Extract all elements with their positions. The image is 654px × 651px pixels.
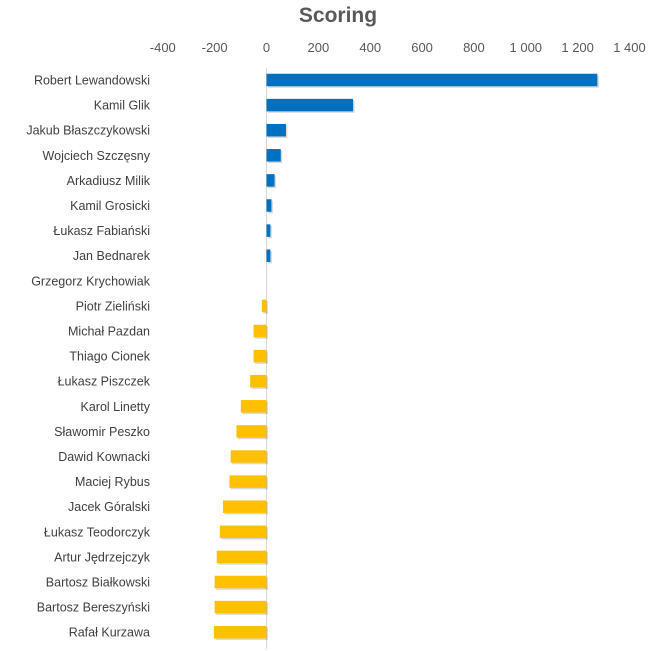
bar — [214, 575, 267, 589]
bar — [266, 73, 598, 87]
category-label: Łukasz Fabiański — [53, 224, 150, 238]
category-label: Sławomir Peszko — [54, 425, 150, 439]
x-tick-label: 1 400 — [613, 40, 646, 55]
bar — [240, 400, 267, 413]
bar — [236, 425, 267, 438]
bar — [229, 475, 267, 488]
category-label: Robert Lewandowski — [34, 74, 150, 88]
bar — [266, 149, 281, 162]
bar — [214, 600, 267, 614]
bar — [266, 98, 354, 112]
x-tick-label: -200 — [202, 40, 228, 55]
x-tick-label: 1 200 — [561, 40, 594, 55]
category-label: Łukasz Teodorczyk — [44, 525, 151, 539]
category-label: Grzegorz Krychowiak — [31, 274, 151, 288]
bar — [253, 349, 267, 363]
category-label: Artur Jędrzejczyk — [54, 550, 151, 564]
chart-title: Scoring — [299, 4, 377, 27]
bar — [266, 123, 286, 137]
bar — [253, 324, 267, 338]
category-label: Kamil Grosicki — [70, 199, 150, 213]
category-label: Jan Bednarek — [73, 249, 151, 263]
category-label: Rafał Kurzawa — [69, 626, 150, 640]
bar — [219, 525, 267, 539]
bar — [266, 249, 271, 262]
bar — [222, 500, 267, 513]
x-tick-label: 0 — [263, 40, 270, 55]
bar — [216, 550, 267, 564]
category-label: Arkadiusz Milik — [67, 174, 151, 188]
category-label: Michał Pazdan — [68, 325, 150, 339]
category-label: Jacek Góralski — [68, 500, 150, 514]
category-label: Jakub Błaszczykowski — [26, 124, 150, 138]
bar — [266, 199, 272, 212]
bar — [213, 625, 267, 639]
category-label: Łukasz Piszczek — [58, 375, 151, 389]
bar — [250, 374, 267, 388]
x-tick-label: 1 000 — [510, 40, 543, 55]
category-label: Kamil Glik — [94, 99, 151, 113]
category-label: Thiago Cionek — [69, 350, 150, 364]
x-tick-label: 800 — [463, 40, 485, 55]
category-label: Karol Linetty — [81, 400, 151, 414]
category-label: Wojciech Szczęsny — [43, 149, 151, 163]
x-tick-label: 400 — [359, 40, 381, 55]
x-tick-label: 200 — [308, 40, 330, 55]
category-label: Piotr Zieliński — [76, 299, 150, 313]
bar — [266, 174, 275, 187]
bar — [261, 299, 267, 313]
category-label: Bartosz Bereszyński — [37, 601, 150, 615]
bar — [266, 224, 271, 237]
x-tick-label: -400 — [150, 40, 176, 55]
bar — [230, 450, 267, 463]
category-label: Maciej Rybus — [75, 475, 150, 489]
category-label: Bartosz Białkowski — [46, 576, 150, 590]
x-tick-label: 600 — [411, 40, 433, 55]
category-label: Dawid Kownacki — [58, 450, 150, 464]
